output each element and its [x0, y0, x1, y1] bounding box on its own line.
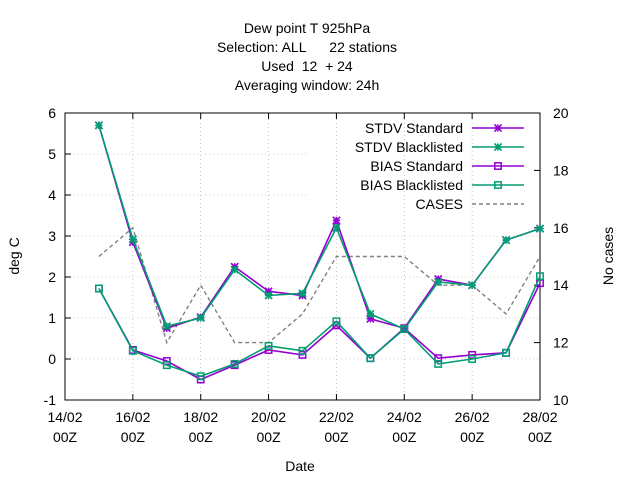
x-tick-label-date: 22/02 — [319, 409, 354, 425]
x-tick-label-date: 20/02 — [251, 409, 286, 425]
legend-marker-stdv-blacklisted — [493, 142, 503, 152]
legend-label-bias-blacklisted: BIAS Blacklisted — [360, 177, 463, 193]
x-axis-label: Date — [285, 458, 315, 474]
y2-axis-label: No cases — [600, 227, 616, 285]
data-point-bias-blacklisted — [400, 325, 409, 334]
legend-label-cases: CASES — [416, 196, 463, 212]
data-point-bias-standard — [162, 357, 171, 366]
data-point-stdv-blacklisted — [501, 235, 511, 245]
legend-label-bias-standard: BIAS Standard — [370, 158, 463, 174]
title-line-1: Dew point T 925hPa — [244, 20, 371, 36]
legend-label-stdv-standard: STDV Standard — [365, 120, 463, 136]
x-tick-label-time: 00Z — [528, 429, 553, 445]
y-tick-label: 0 — [48, 351, 56, 367]
y-tick-label: 1 — [48, 310, 56, 326]
data-point-stdv-blacklisted — [434, 277, 443, 287]
series-line-bias-blacklisted — [98, 275, 541, 378]
x-tick-label-date: 16/02 — [115, 409, 150, 425]
y2-tick-label: 16 — [553, 220, 569, 236]
y2-tick-label: 14 — [553, 277, 569, 293]
data-point-bias-blacklisted — [230, 359, 239, 368]
chart-title: Dew point T 925hPa Selection: ALL 22 sta… — [217, 20, 397, 93]
x-tick-label-date: 26/02 — [455, 409, 490, 425]
y2-tick-label: 20 — [553, 105, 569, 121]
x-tick-label-time: 00Z — [324, 429, 349, 445]
series-line-stdv-blacklisted — [98, 125, 541, 331]
data-point-bias-blacklisted — [332, 317, 341, 326]
legend-marker-bias-standard — [494, 162, 502, 170]
y-tick-label: 3 — [48, 228, 56, 244]
data-point-bias-blacklisted — [468, 355, 477, 363]
data-point-bias-standard — [298, 350, 307, 359]
y-tick-label: -1 — [44, 392, 57, 408]
x-tick-label-time: 00Z — [189, 429, 214, 445]
data-point-bias-blacklisted — [298, 346, 307, 355]
data-point-bias-standard — [94, 284, 103, 293]
data-point-stdv-blacklisted — [366, 309, 375, 319]
y2-tick-label: 18 — [553, 162, 569, 178]
series-line-stdv-standard — [98, 125, 541, 330]
x-tick-label-time: 00Z — [121, 429, 146, 445]
y-tick-label: 6 — [48, 105, 56, 121]
y-tick-label: 4 — [48, 187, 56, 203]
x-tick-label-time: 00Z — [53, 429, 78, 445]
x-tick-label-time: 00Z — [460, 429, 485, 445]
plot-frame — [64, 112, 541, 401]
y-axis-label: deg C — [6, 237, 22, 274]
data-point-stdv-standard — [332, 216, 341, 225]
x-tick-label-date: 18/02 — [183, 409, 218, 425]
data-point-stdv-blacklisted — [230, 265, 239, 274]
data-point-stdv-blacklisted — [467, 281, 477, 290]
plot-area — [94, 121, 545, 384]
legend-label-stdv-blacklisted: STDV Blacklisted — [355, 139, 463, 155]
y2-tick-label: 12 — [553, 335, 569, 351]
series-line-bias-standard — [98, 282, 541, 381]
x-tick-label-date: 14/02 — [47, 409, 82, 425]
legend: STDV Standard STDV Blacklisted BIAS Standa… — [355, 120, 524, 212]
grid — [65, 113, 540, 400]
data-point-bias-standard — [468, 350, 477, 359]
title-line-4: Averaging window: 24h — [235, 77, 380, 93]
x-tick-label-time: 00Z — [257, 429, 282, 445]
data-point-stdv-blacklisted — [535, 224, 545, 233]
data-point-stdv-blacklisted — [162, 322, 171, 331]
data-point-bias-blacklisted — [434, 359, 443, 368]
data-point-bias-blacklisted — [502, 348, 511, 357]
x-tick-label-date: 24/02 — [387, 409, 422, 425]
data-point-stdv-blacklisted — [264, 291, 273, 300]
title-line-2: Selection: ALL 22 stations — [217, 39, 397, 55]
y-tick-label: 5 — [48, 146, 56, 162]
data-point-stdv-blacklisted — [128, 235, 138, 244]
x-tick-label-time: 00Z — [392, 429, 417, 445]
x-tick-label-date: 28/02 — [522, 409, 557, 425]
data-point-stdv-blacklisted — [332, 223, 341, 232]
data-point-bias-blacklisted — [162, 361, 171, 370]
y2-tick-label: 10 — [553, 392, 569, 408]
data-point-bias-blacklisted — [264, 341, 273, 350]
legend-marker-bias-blacklisted — [494, 181, 502, 189]
y-tick-label: 2 — [48, 269, 56, 285]
title-line-3: Used 12 + 24 — [261, 58, 353, 74]
data-point-bias-blacklisted — [366, 354, 375, 363]
data-point-bias-blacklisted — [94, 284, 103, 293]
data-point-stdv-blacklisted — [298, 289, 307, 298]
data-point-bias-blacklisted — [128, 346, 137, 355]
data-point-stdv-blacklisted — [94, 121, 104, 130]
tick-labels: -1012345610121416182014/0200Z16/0200Z18/… — [44, 105, 569, 445]
data-point-bias-blacklisted — [536, 272, 544, 281]
data-point-stdv-blacklisted — [196, 313, 205, 323]
data-point-bias-blacklisted — [196, 372, 205, 381]
legend-marker-stdv-standard — [493, 123, 503, 133]
